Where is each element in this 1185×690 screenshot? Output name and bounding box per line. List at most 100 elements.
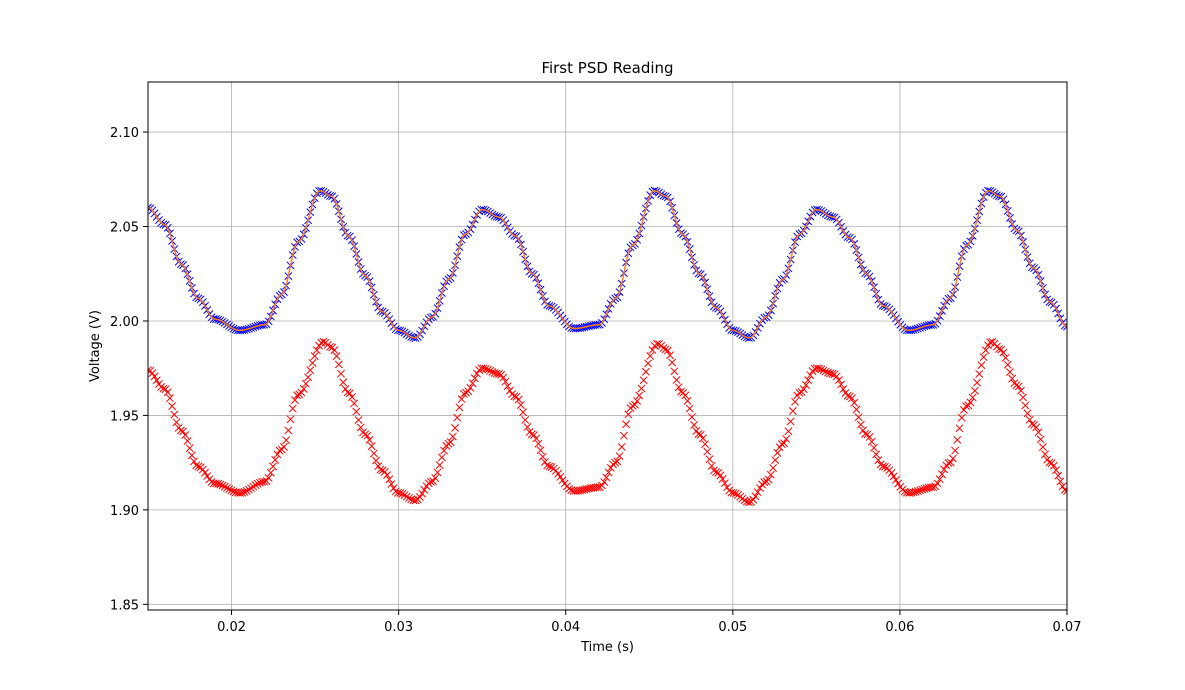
data-point-marker — [536, 446, 545, 455]
series-line — [148, 189, 1067, 339]
data-point-marker — [782, 435, 791, 443]
y-tick-label: 2.00 — [110, 315, 139, 330]
data-point-marker — [455, 403, 464, 412]
x-tick-label: 0.05 — [718, 620, 747, 635]
data-point-marker — [431, 474, 440, 483]
data-point-marker — [229, 487, 238, 496]
data-point-marker — [242, 486, 251, 495]
data-point-marker — [729, 488, 738, 497]
data-point-marker — [556, 472, 565, 481]
data-point-marker — [760, 478, 769, 487]
data-point-marker — [668, 358, 677, 367]
data-point-marker — [420, 485, 429, 494]
data-point-marker — [802, 381, 810, 389]
data-point-marker — [1036, 435, 1045, 444]
data-point-marker — [308, 359, 317, 367]
data-point-marker — [751, 492, 760, 501]
data-point-marker — [624, 410, 633, 419]
y-tick-label: 2.10 — [110, 126, 139, 141]
data-point-marker — [426, 477, 435, 486]
data-point-marker — [670, 367, 679, 376]
data-point-marker — [194, 462, 203, 471]
data-point-marker — [345, 389, 354, 398]
data-point-marker — [312, 346, 321, 355]
data-point-marker — [330, 346, 339, 355]
data-point-marker — [740, 496, 749, 505]
data-point-marker — [192, 461, 201, 470]
data-point-marker — [968, 393, 977, 402]
data-point-marker — [451, 423, 460, 432]
data-point-marker — [788, 407, 797, 415]
data-point-marker — [1016, 386, 1025, 395]
data-point-marker — [716, 471, 725, 480]
data-point-marker — [534, 439, 543, 448]
series-2 — [148, 337, 1067, 507]
data-point-marker — [293, 391, 302, 400]
data-point-marker — [418, 489, 427, 498]
data-point-marker — [481, 364, 490, 373]
data-point-marker — [288, 404, 297, 413]
data-point-marker — [416, 493, 424, 502]
data-point-marker — [301, 379, 310, 388]
data-point-marker — [286, 415, 295, 424]
data-point-marker — [1032, 423, 1041, 432]
data-point-marker — [854, 413, 863, 422]
data-point-marker — [501, 377, 510, 386]
data-point-marker — [214, 479, 223, 488]
x-tick-label: 0.04 — [551, 620, 580, 635]
data-point-marker — [201, 468, 209, 477]
data-point-marker — [433, 468, 442, 477]
data-point-marker — [523, 422, 532, 431]
data-point-marker — [920, 484, 929, 493]
data-point-marker — [271, 455, 280, 464]
data-point-marker — [813, 364, 821, 373]
data-point-marker — [786, 417, 795, 426]
data-point-marker — [299, 384, 308, 393]
data-point-marker — [817, 365, 826, 374]
data-point-marker — [532, 434, 541, 443]
data-point-marker — [470, 374, 479, 383]
data-point-marker — [795, 388, 804, 397]
data-point-marker — [172, 418, 181, 427]
data-point-marker — [350, 399, 359, 408]
data-point-marker — [376, 465, 385, 474]
data-point-marker — [492, 369, 501, 378]
data-point-marker — [966, 398, 975, 407]
data-point-marker — [484, 365, 492, 374]
data-point-marker — [238, 488, 247, 497]
data-point-marker — [804, 376, 813, 385]
data-point-marker — [870, 443, 878, 452]
data-point-marker — [297, 388, 306, 397]
data-point-marker — [168, 402, 177, 411]
data-point-marker — [183, 437, 192, 445]
data-point-marker — [179, 427, 188, 436]
data-point-marker — [639, 376, 648, 385]
data-point-marker — [659, 344, 668, 353]
data-point-marker — [363, 431, 372, 440]
y-axis-label: Voltage (V) — [88, 310, 103, 382]
data-point-marker — [220, 482, 229, 491]
data-point-marker — [701, 440, 710, 449]
data-point-marker — [981, 346, 990, 355]
data-point-marker — [1056, 477, 1065, 486]
data-point-marker — [1019, 393, 1028, 402]
data-point-marker — [1052, 466, 1060, 475]
data-point-marker — [696, 430, 705, 439]
data-point-marker — [372, 456, 381, 465]
data-point-marker — [685, 404, 694, 413]
data-point-marker — [163, 388, 172, 397]
data-point-marker — [948, 454, 957, 463]
data-point-marker — [799, 385, 808, 394]
data-point-marker — [1023, 409, 1032, 418]
data-point-marker — [865, 433, 874, 441]
data-point-marker — [207, 477, 216, 486]
data-point-marker — [850, 398, 859, 407]
data-point-marker — [244, 485, 253, 494]
data-point-marker — [304, 373, 313, 382]
data-point-marker — [411, 496, 420, 505]
data-point-marker — [834, 376, 843, 384]
data-point-marker — [369, 449, 378, 458]
data-point-marker — [622, 420, 631, 429]
data-point-marker — [867, 437, 876, 446]
